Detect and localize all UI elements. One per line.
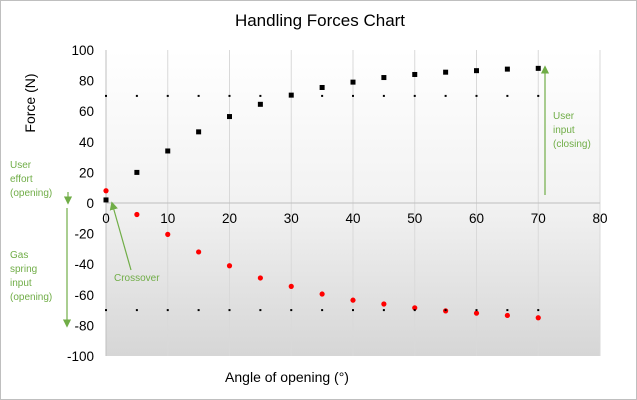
upper-limit-dash xyxy=(382,94,385,97)
annotation-user-effort-opening: User effort (opening) xyxy=(10,160,52,199)
y-tick-label: -60 xyxy=(74,288,94,303)
closing-force-point xyxy=(103,197,109,203)
x-tick-label: 30 xyxy=(284,211,299,226)
lower-limit-dash xyxy=(166,309,169,312)
closing-force-point xyxy=(227,114,232,120)
x-tick-label: 70 xyxy=(531,211,546,226)
opening-force-point xyxy=(134,211,140,218)
lower-limit-dash xyxy=(197,309,200,312)
closing-force-point xyxy=(165,148,171,154)
lower-limit-dash xyxy=(506,309,509,312)
opening-force-point xyxy=(473,310,480,316)
lower-limit-dash xyxy=(352,309,354,312)
x-tick-label: 40 xyxy=(345,211,360,226)
y-tick-label: 0 xyxy=(86,196,94,211)
upper-limit-dash xyxy=(166,94,169,97)
opening-force-point xyxy=(319,291,325,297)
upper-limit-dash xyxy=(352,94,354,97)
lower-limit-dash xyxy=(105,309,107,312)
closing-force-point xyxy=(319,84,325,90)
lower-limit-dash xyxy=(321,309,324,312)
opening-force-point xyxy=(196,249,202,255)
lower-limit-dash xyxy=(228,309,231,312)
opening-force-point xyxy=(350,297,356,303)
upper-limit-dash xyxy=(290,94,293,97)
y-tick-label: -40 xyxy=(74,257,94,272)
x-tick-label: 10 xyxy=(160,211,175,226)
opening-force-point xyxy=(412,305,418,311)
chart-title: Handling Forces Chart xyxy=(235,11,405,30)
opening-force-point xyxy=(504,312,510,319)
opening-force-point xyxy=(226,263,233,269)
x-tick-labels: 0 10 20 30 40 50 60 70 80 xyxy=(102,211,607,226)
annotations: User effort (opening) Gas spring input (… xyxy=(10,65,591,328)
y-tick-label: 20 xyxy=(79,165,94,180)
lower-limit-dash xyxy=(259,309,262,312)
x-tick-label: 60 xyxy=(469,211,484,226)
opening-force-point xyxy=(257,275,263,281)
closing-force-point xyxy=(134,169,140,175)
lower-limit-dash xyxy=(135,309,138,312)
y-tick-label: 80 xyxy=(79,74,94,89)
upper-limit-dash xyxy=(197,94,200,97)
upper-limit-dash xyxy=(475,94,478,97)
opening-force-point xyxy=(535,315,541,321)
closing-force-point xyxy=(412,71,418,77)
upper-limit-dash xyxy=(259,94,262,97)
upper-limit-dash xyxy=(413,94,416,97)
crossover-arrow xyxy=(109,201,132,271)
annotation-user-input-closing: User input (closing) xyxy=(553,111,591,150)
x-axis-label: Angle of opening (°) xyxy=(225,369,349,385)
data-marks xyxy=(103,65,541,321)
y-tick-labels: 100 80 60 40 20 0 -20 -40 -60 -80 -100 xyxy=(67,43,94,364)
closing-force-point xyxy=(196,129,202,135)
closing-force-point xyxy=(504,66,510,72)
closing-force-point xyxy=(474,68,479,74)
y-tick-label: -100 xyxy=(67,349,94,364)
opening-force-point xyxy=(288,283,294,289)
upper-limit-dash xyxy=(321,94,324,97)
closing-force-point xyxy=(381,75,387,81)
y-tick-label: 40 xyxy=(79,135,94,150)
upper-limit-dash xyxy=(537,94,540,97)
y-tick-label: -20 xyxy=(74,227,94,242)
y-axis-label: Force (N) xyxy=(22,73,38,132)
lower-limit-dash xyxy=(537,309,540,312)
lower-limit-dash xyxy=(290,309,293,312)
lower-limit-dash xyxy=(444,309,447,312)
y-tick-label: 100 xyxy=(71,43,94,58)
lower-limit-dash xyxy=(413,309,416,312)
closing-force-point xyxy=(350,79,356,85)
annotation-crossover: Crossover xyxy=(114,273,160,284)
x-tick-label: 80 xyxy=(592,211,607,226)
closing-force-point xyxy=(257,101,263,107)
y-tick-label: -80 xyxy=(74,318,94,333)
closing-force-point xyxy=(443,69,449,75)
y-tick-label: 60 xyxy=(79,104,94,119)
lower-limit-dash xyxy=(475,309,478,312)
upper-limit-dash xyxy=(506,94,509,97)
x-tick-label: 0 xyxy=(102,211,110,226)
opening-force-point xyxy=(381,301,387,307)
lower-limit-dash xyxy=(382,309,385,312)
axes xyxy=(105,50,600,356)
opening-force-point xyxy=(165,231,171,237)
x-tick-label: 50 xyxy=(407,211,422,226)
annotation-gas-spring-input-opening: Gas spring input (opening) xyxy=(10,250,52,303)
closing-force-point xyxy=(535,65,541,71)
upper-limit-dash xyxy=(135,94,138,97)
x-tick-label: 20 xyxy=(222,211,237,226)
upper-limit-dash xyxy=(228,94,231,97)
upper-limit-dash xyxy=(105,94,107,97)
upper-limit-dash xyxy=(444,94,447,97)
opening-force-point xyxy=(103,188,109,194)
